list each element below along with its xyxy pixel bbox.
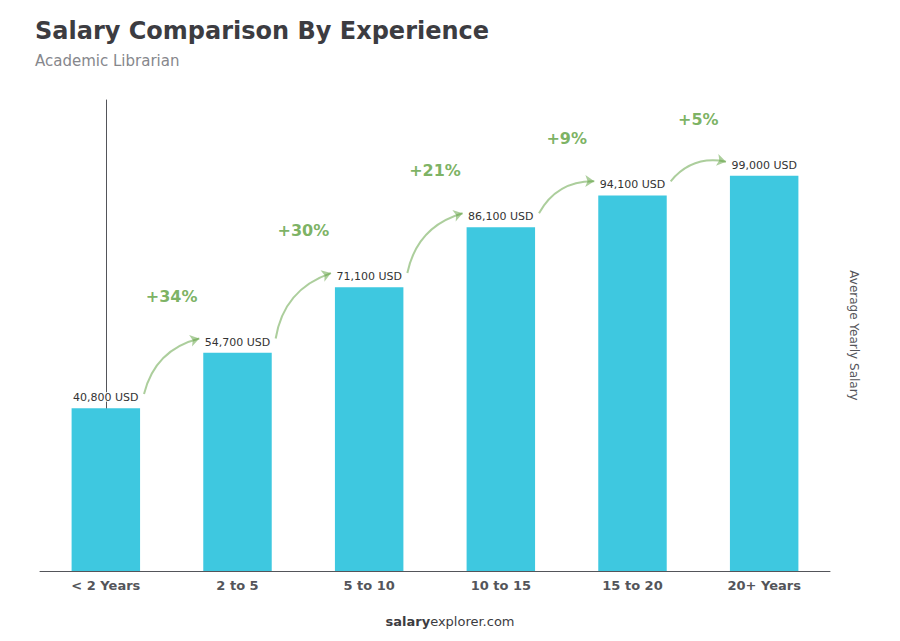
svg-text:99,000 USD: 99,000 USD [731,159,797,172]
svg-text:40,800 USD: 40,800 USD [73,391,139,404]
svg-text:20+ Years: 20+ Years [727,578,801,593]
svg-text:Academic Librarian: Academic Librarian [35,52,179,70]
svg-text:+5%: +5% [678,110,719,129]
svg-text:< 2 Years: < 2 Years [71,578,140,593]
svg-text:2 to 5: 2 to 5 [216,578,258,593]
svg-text:+34%: +34% [146,287,198,306]
svg-text:86,100 USD: 86,100 USD [468,210,534,223]
svg-text:71,100 USD: 71,100 USD [336,270,402,283]
svg-text:+30%: +30% [277,221,329,240]
svg-text:15 to 20: 15 to 20 [602,578,662,593]
svg-text:explorer.com: explorer.com [430,614,514,629]
svg-text:Salary Comparison By Experienc: Salary Comparison By Experience [35,17,489,45]
svg-text:5 to 10: 5 to 10 [343,578,394,593]
svg-text:10 to 15: 10 to 15 [471,578,531,593]
svg-text:salary: salary [385,614,430,629]
svg-text:+9%: +9% [546,129,587,148]
svg-text:54,700 USD: 54,700 USD [205,336,271,349]
svg-text:94,100 USD: 94,100 USD [600,178,666,191]
svg-text:+21%: +21% [409,161,461,180]
svg-text:Average Yearly Salary: Average Yearly Salary [847,270,861,400]
